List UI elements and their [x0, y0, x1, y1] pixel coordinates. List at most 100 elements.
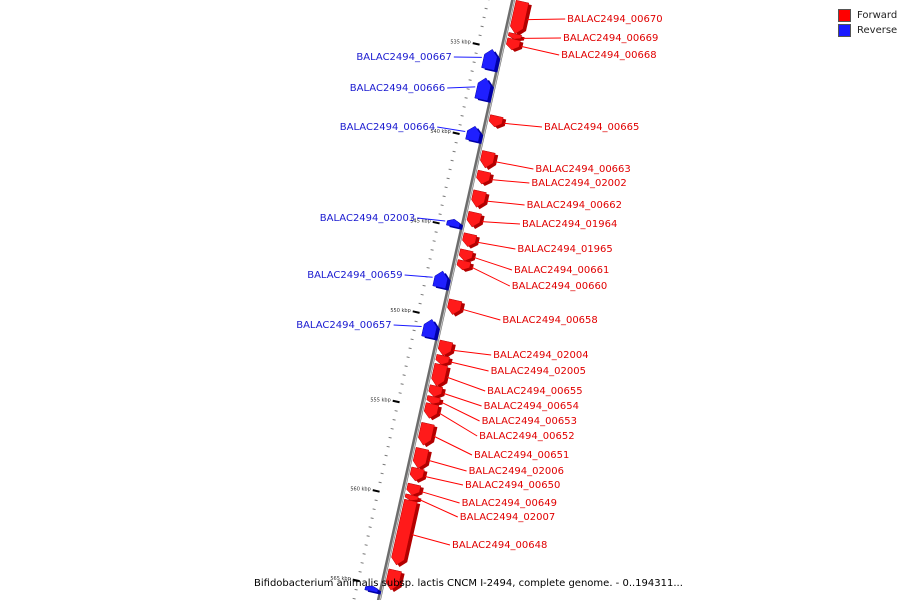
gene-leader-line [447, 86, 476, 89]
gene-leader-line [424, 476, 464, 486]
gene-label: BALAC2494_00654 [484, 401, 579, 412]
gene-label: BALAC2494_00668 [561, 50, 656, 61]
gene-leader-line [495, 161, 534, 170]
gene-leader-line [486, 200, 525, 206]
gene-leader-line [428, 459, 467, 472]
minor-tick-mark [446, 177, 450, 180]
gene-arrow [421, 319, 438, 339]
minor-tick-mark [406, 356, 410, 359]
gene-leader-line [441, 401, 480, 422]
gene-BALAC2494_00665 [488, 114, 507, 129]
gene-unlabeled [364, 585, 382, 595]
minor-tick-mark [374, 499, 378, 502]
gene-leader-line [453, 349, 492, 356]
gene-BALAC2494_02006 [412, 446, 432, 471]
gene-leader-line [437, 126, 466, 133]
gene-leader-line [527, 18, 566, 21]
gene-leader-line [438, 412, 478, 437]
minor-tick-mark [452, 150, 456, 153]
gene-arrow [391, 498, 418, 566]
gene-leader-line [411, 534, 451, 546]
minor-tick-mark [372, 508, 376, 511]
tick-label: 545 kbp [410, 218, 430, 224]
gene-arrow [385, 568, 402, 591]
gene-BALAC2494_00662 [471, 189, 490, 210]
gene-label: BALAC2494_00669 [563, 33, 658, 44]
minor-tick-mark [482, 16, 486, 19]
minor-tick-mark [448, 168, 452, 171]
minor-tick-mark [394, 410, 398, 412]
gene-leader-line [471, 266, 510, 287]
gene-arrow [481, 49, 498, 71]
minor-tick-mark [360, 562, 364, 564]
reverse-swatch-icon [838, 24, 851, 37]
gene-BALAC2494_00658 [447, 298, 466, 317]
minor-tick-mark [434, 231, 438, 233]
minor-tick-mark [378, 481, 382, 484]
gene-BALAC2494_00652 [423, 402, 442, 421]
major-tick-mark [432, 220, 440, 225]
legend: Forward Reverse [838, 8, 897, 38]
gene-label: BALAC2494_00651 [474, 450, 569, 461]
gene-arrow [480, 150, 496, 169]
gene-label: BALAC2494_00648 [452, 540, 547, 551]
minor-tick-mark [474, 52, 478, 55]
gene-arrow [432, 270, 448, 289]
gene-BALAC2494_00667 [481, 49, 501, 73]
gene-leader-line [477, 241, 516, 250]
gene-BALAC2494_02004 [437, 339, 456, 358]
minor-tick-mark [404, 365, 408, 367]
minor-tick-mark [422, 284, 426, 287]
minor-tick-mark [380, 472, 384, 475]
gene-arrow [474, 77, 492, 102]
gene-leader-line [473, 256, 513, 271]
minor-tick-mark [472, 61, 476, 63]
gene-arrow [423, 402, 440, 419]
backbone-highlight [379, 0, 515, 600]
gene-label: BALAC2494_00660 [512, 281, 607, 292]
gene-arrow [409, 466, 425, 482]
gene-label: BALAC2494_02005 [491, 366, 586, 377]
gene-leader-line [446, 376, 486, 392]
minor-tick-mark [466, 88, 470, 90]
gene-BALAC2494_00668 [506, 37, 524, 52]
tick-layer: 535 kbp 540 kbp 545 kbp 550 kbp 555 kbp 560 k… [330, 0, 490, 600]
gene-arrow [447, 298, 463, 315]
gene-leader-line [404, 274, 433, 278]
minor-tick-mark [432, 240, 436, 242]
gene-label: BALAC2494_00649 [462, 498, 557, 509]
gene-leader-line [417, 217, 446, 222]
gene-label: BALAC2494_00665 [544, 122, 639, 133]
major-tick-mark [452, 131, 460, 136]
gene-arrow [466, 210, 482, 228]
gene-arrow [404, 493, 419, 501]
genome-caption: Bifidobacterium animalis subsp. lactis C… [254, 578, 683, 589]
gene-leader-line [421, 491, 460, 504]
gene-label: BALAC2494_00659 [307, 270, 402, 281]
minor-tick-mark [478, 34, 482, 37]
gene-arrow [428, 384, 444, 398]
minor-tick-mark [370, 517, 374, 519]
gene-BALAC2494_00650 [409, 466, 428, 483]
minor-tick-mark [438, 213, 442, 215]
gene-BALAC2494_02002 [476, 169, 494, 187]
feature-layer [364, 0, 532, 595]
minor-tick-mark [442, 195, 446, 198]
minor-tick-mark [364, 544, 368, 546]
gene-BALAC2494_00653 [426, 395, 444, 407]
minor-tick-mark [402, 374, 406, 376]
gene-arrow [412, 446, 430, 469]
gene-label: BALAC2494_00650 [465, 480, 560, 491]
gene-unlabeled [385, 568, 405, 592]
gene-arrow [488, 114, 504, 128]
gene-BALAC2494_02003 [446, 218, 464, 230]
legend-item-reverse: Reverse [838, 23, 897, 38]
minor-tick-mark [408, 347, 412, 350]
gene-arrow [465, 125, 481, 143]
gene-arrow [418, 421, 435, 446]
gene-BALAC2494_00661 [458, 248, 477, 263]
minor-tick-mark [440, 204, 444, 207]
gene-leader-line [419, 499, 458, 518]
minor-tick-mark [444, 186, 448, 189]
